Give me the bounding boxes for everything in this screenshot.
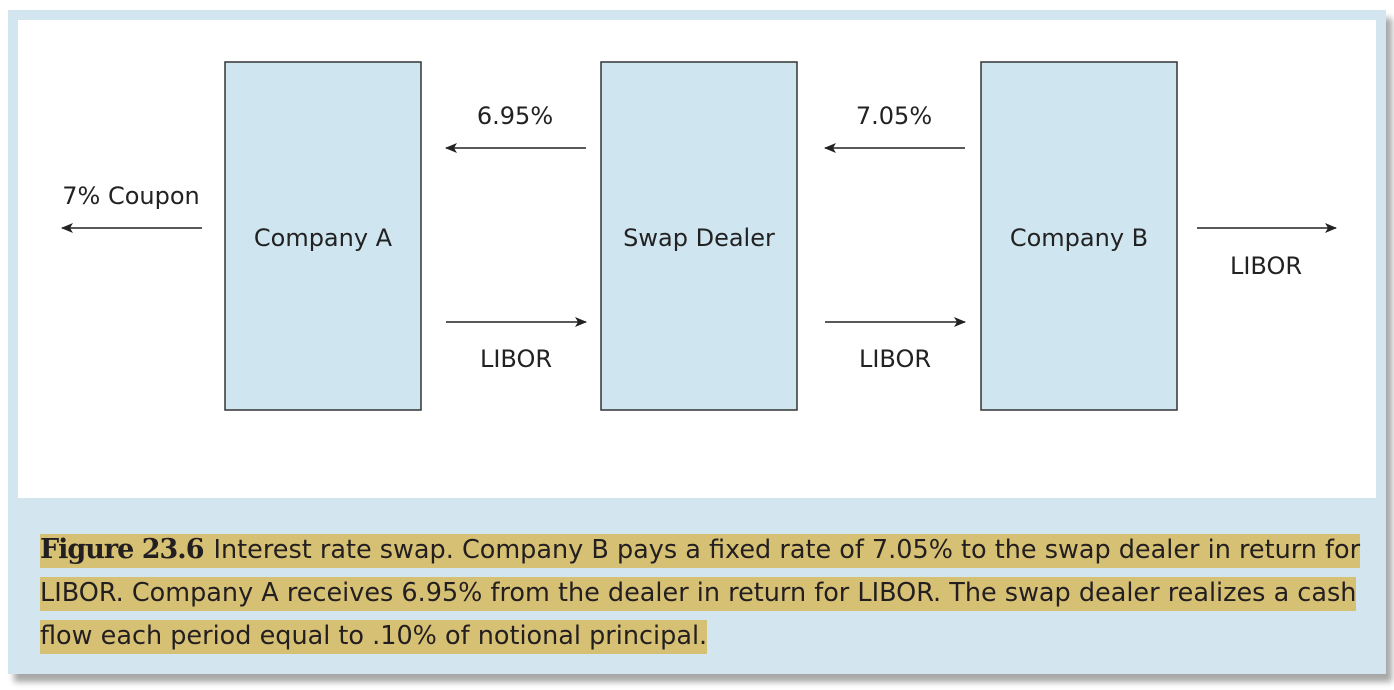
dealer-to-b-label: LIBOR [859, 345, 931, 373]
company-a-label: Company A [254, 224, 393, 252]
b-to-dealer-label: 7.05% [856, 102, 932, 130]
b-out-label: LIBOR [1230, 252, 1302, 280]
company-b-label: Company B [1010, 224, 1148, 252]
company-b-box [980, 61, 1178, 411]
coupon-label: 7% Coupon [62, 182, 199, 210]
swap-dealer-box [600, 61, 798, 411]
company-a-box [224, 61, 422, 411]
figure-label: Figure 23.6 [40, 534, 204, 565]
a-to-dealer-label: LIBOR [480, 345, 552, 373]
swap-dealer-label: Swap Dealer [623, 224, 775, 252]
dealer-to-a-label: 6.95% [477, 102, 553, 130]
figure-caption: Figure 23.6 Interest rate swap. Company B… [40, 528, 1370, 658]
caption-text: Interest rate swap. Company B pays a fix… [40, 535, 1361, 651]
